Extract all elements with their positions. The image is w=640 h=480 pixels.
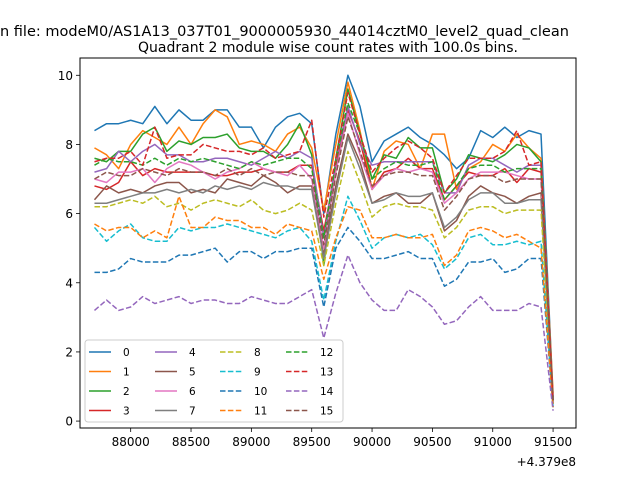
series-14-line (93, 254, 554, 411)
legend-label-6: 6 (189, 386, 196, 398)
legend-label-14: 14 (320, 386, 334, 398)
x-tick-label: 91500 (534, 435, 572, 449)
x-tick-label: 89000 (232, 435, 270, 449)
x-tick-label: 88500 (172, 435, 210, 449)
y-tick-label: 10 (58, 69, 73, 83)
series-1-line (94, 81, 554, 394)
y-tick-label: 8 (65, 138, 73, 152)
x-tick-label: 88000 (112, 435, 150, 449)
legend-frame (84, 339, 344, 423)
x-tick-label: 90500 (413, 435, 451, 449)
legend-label-7: 7 (189, 406, 196, 418)
legend-label-9: 9 (254, 367, 261, 379)
x-tick-label: 89500 (293, 435, 331, 449)
series-7-line (94, 136, 554, 404)
legend-label-10: 10 (254, 386, 267, 398)
figure-suptitle: n file: modeM0/AS1A13_037T01_9000005930_… (0, 24, 569, 40)
series-8-line (94, 150, 554, 404)
series-13-line (94, 91, 554, 401)
series-9-line (93, 195, 554, 408)
series-15-line (94, 116, 554, 401)
y-axis: 0 2 4 6 8 10 (58, 69, 80, 429)
x-tick-label: 90000 (353, 435, 391, 449)
series-layer (93, 74, 554, 411)
legend-label-15: 15 (320, 406, 333, 418)
legend-label-12: 12 (320, 347, 333, 359)
series-10-line (94, 226, 554, 408)
legend-label-2: 2 (123, 386, 130, 398)
x-axis-offset-label: +4.379e8 (517, 455, 576, 469)
plot-area-frame (79, 57, 577, 429)
legend-label-5: 5 (189, 367, 196, 379)
legend-label-0: 0 (123, 347, 130, 359)
legend-label-11: 11 (254, 406, 267, 418)
legend-label-3: 3 (123, 406, 130, 418)
legend-label-13: 13 (320, 367, 333, 379)
y-tick-label: 2 (65, 345, 73, 359)
legend-label-8: 8 (254, 347, 261, 359)
series-12-line (94, 102, 554, 401)
x-axis: 88000 88500 89000 89500 90000 90500 91000 91500 (112, 428, 572, 449)
series-11-line (94, 195, 554, 408)
chart-title: Quadrant 2 module wise count rates with … (138, 40, 518, 56)
legend-label-4: 4 (189, 347, 196, 359)
legend-label-1: 1 (123, 367, 130, 379)
y-tick-label: 0 (65, 415, 73, 429)
y-tick-label: 6 (65, 207, 73, 221)
y-tick-label: 4 (65, 276, 73, 290)
x-tick-label: 91000 (474, 435, 512, 449)
series-6-line (94, 112, 554, 401)
